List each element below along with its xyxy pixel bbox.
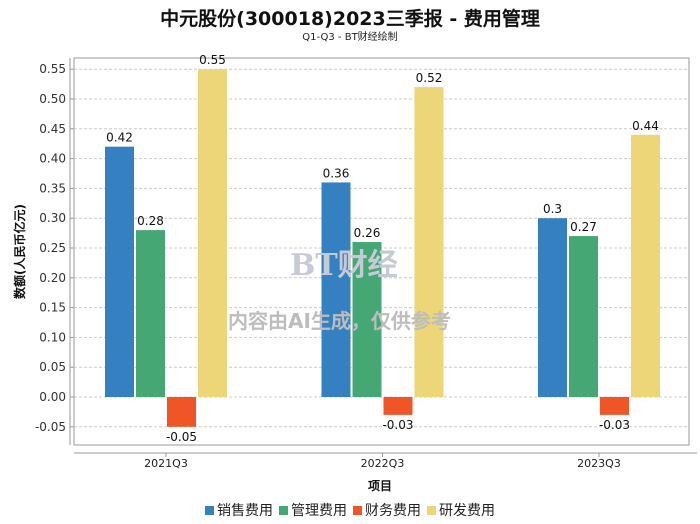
- y-tick-label: 0.55: [39, 62, 66, 76]
- y-tick-label: 0.25: [39, 241, 66, 255]
- legend-item[interactable]: 财务费用: [353, 500, 421, 520]
- data-label: 0.44: [632, 119, 659, 133]
- bar-财务费用-2023Q3: [600, 397, 629, 415]
- bar-财务费用-2022Q3: [383, 397, 413, 415]
- bar-研发费用-2022Q3: [414, 87, 444, 397]
- data-label: -0.03: [599, 418, 630, 432]
- bar-管理费用-2022Q3: [352, 242, 382, 397]
- data-label: -0.03: [382, 418, 413, 432]
- y-tick-label: 0.20: [39, 271, 66, 285]
- legend-swatch: [353, 505, 362, 515]
- bar-销售费用-2021Q3: [105, 146, 134, 397]
- data-label: 0.42: [106, 131, 133, 145]
- y-tick-label: 0.15: [39, 301, 66, 315]
- data-label: 0.3: [543, 202, 562, 216]
- y-tick-label: 0.40: [39, 152, 66, 166]
- chart-subtitle: Q1-Q3 - BT财经绘制: [302, 32, 398, 43]
- y-tick-label: -0.05: [35, 420, 66, 434]
- bar-管理费用-2023Q3: [569, 236, 598, 397]
- bar-研发费用-2021Q3: [198, 69, 227, 397]
- legend: 销售费用 管理费用 财务费用 研发费用: [0, 500, 700, 520]
- y-tick-label: 0.30: [39, 211, 66, 225]
- y-tick-label: 0.50: [39, 92, 66, 106]
- y-tick-label: 0.05: [39, 360, 66, 374]
- x-axis-title: 项目: [368, 479, 392, 493]
- y-tick-label: 0.10: [39, 330, 66, 344]
- data-label: 0.55: [199, 53, 226, 67]
- legend-label: 管理费用: [291, 503, 347, 519]
- legend-item[interactable]: 研发费用: [427, 500, 495, 520]
- data-label: 0.27: [570, 220, 597, 234]
- y-axis-title: 数额(人民币亿元): [12, 204, 27, 299]
- bar-销售费用-2022Q3: [321, 182, 351, 397]
- legend-item[interactable]: 管理费用: [279, 500, 347, 520]
- y-tick-label: 0.00: [39, 390, 66, 404]
- data-label: 0.28: [137, 214, 164, 228]
- y-tick-label: 0.35: [39, 181, 66, 195]
- x-tick-label: 2022Q3: [361, 457, 405, 470]
- data-label: 0.36: [323, 166, 350, 180]
- legend-label: 销售费用: [217, 503, 273, 519]
- legend-label: 财务费用: [365, 503, 421, 519]
- legend-label: 研发费用: [439, 503, 495, 519]
- bar-管理费用-2021Q3: [136, 230, 165, 397]
- legend-swatch: [427, 505, 436, 515]
- bar-财务费用-2021Q3: [167, 397, 196, 427]
- y-tick-label: 0.45: [39, 122, 66, 136]
- bar-研发费用-2023Q3: [631, 134, 660, 397]
- x-tick-label: 2021Q3: [144, 457, 188, 470]
- data-label: -0.05: [166, 430, 197, 444]
- legend-item[interactable]: 销售费用: [205, 500, 273, 520]
- data-label: 0.26: [354, 226, 381, 240]
- data-label: 0.52: [416, 71, 443, 85]
- x-tick-label: 2023Q3: [577, 457, 621, 470]
- bar-销售费用-2023Q3: [538, 218, 567, 397]
- legend-swatch: [205, 505, 214, 515]
- chart-title: 中元股份(300018)2023三季报 - 费用管理: [160, 8, 540, 30]
- legend-swatch: [279, 505, 288, 515]
